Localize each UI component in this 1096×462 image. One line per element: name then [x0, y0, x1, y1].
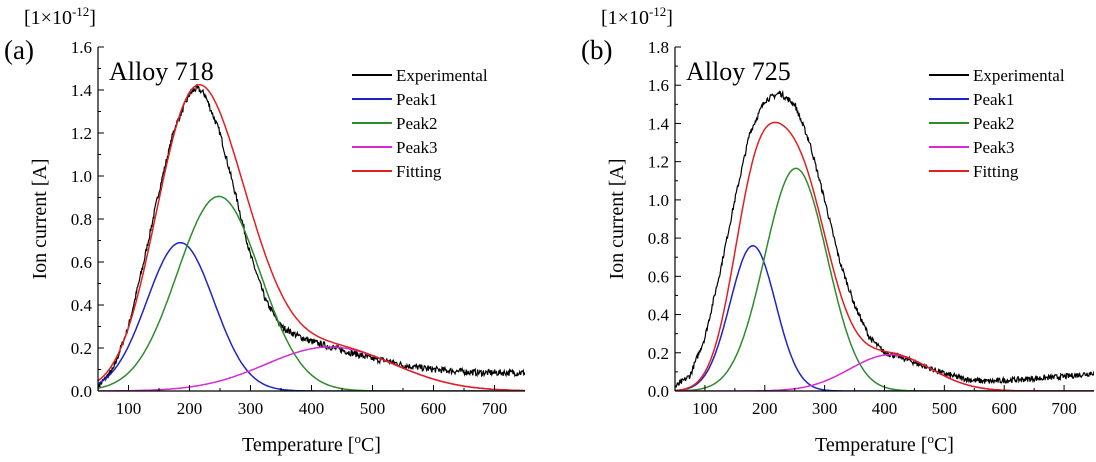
y-tick-label: 0.6: [648, 267, 669, 286]
y-tick-label: 1.2: [71, 124, 92, 143]
plot-area: [675, 89, 1094, 391]
legend-label-peak1: Peak1: [973, 90, 1015, 109]
y-tick-label: 0.8: [71, 210, 92, 229]
x-axis-label-end: C]: [934, 434, 954, 456]
x-tick-label: 500: [932, 399, 958, 418]
x-axis-label: Temperature [oC]: [242, 431, 381, 456]
y-multiplier-close: ]: [666, 7, 673, 29]
y-multiplier: [1×10-12]: [24, 4, 96, 29]
y-tick-label: 0.2: [648, 344, 669, 363]
y-tick-label: 1.2: [648, 153, 669, 172]
y-multiplier-exp: -12: [72, 4, 89, 19]
y-multiplier-base: [1×10: [601, 7, 649, 29]
y-multiplier-base: [1×10: [24, 7, 72, 29]
plot-area: [98, 84, 525, 391]
x-tick-label: 400: [299, 399, 325, 418]
legend: Experimental Peak1 Peak2 Peak3 Fitting: [352, 66, 488, 181]
chart-title: Alloy 718: [109, 57, 214, 86]
series-line-experimental: [98, 84, 525, 390]
x-tick-label: 700: [482, 399, 508, 418]
legend-label-peak2: Peak2: [973, 114, 1015, 133]
y-tick-label: 1.8: [648, 38, 669, 57]
panel-label: (a): [4, 35, 34, 65]
y-axis-label: Ion current [A]: [606, 158, 628, 279]
y-multiplier-exp: -12: [649, 4, 666, 19]
y-tick-label: 0.0: [71, 382, 92, 401]
y-tick-label: 0.0: [648, 382, 669, 401]
panel-label: (b): [581, 35, 612, 65]
series-line-peak2: [98, 195, 525, 391]
legend-label-experimental: Experimental: [396, 66, 488, 85]
y-tick-label: 0.8: [648, 229, 669, 248]
legend-label-peak3: Peak3: [973, 138, 1015, 157]
x-axis-label-main: Temperature [: [242, 434, 354, 456]
x-tick-label: 500: [360, 399, 386, 418]
chart-title: Alloy 725: [686, 57, 791, 86]
x-tick-label: 400: [872, 399, 898, 418]
series-line-peak2: [675, 167, 1094, 391]
y-tick-label: 1.0: [71, 167, 92, 186]
x-tick-label: 100: [692, 399, 718, 418]
y-tick-label: 0.6: [71, 253, 92, 272]
series-line-fitting: [98, 84, 525, 391]
x-tick-label: 300: [812, 399, 838, 418]
legend: Experimental Peak1 Peak2 Peak3 Fitting: [929, 66, 1065, 181]
y-tick-label: 1.0: [648, 191, 669, 210]
legend-label-peak3: Peak3: [396, 138, 438, 157]
y-tick-label: 1.4: [648, 114, 670, 133]
x-tick-label: 600: [421, 399, 447, 418]
legend-label-peak1: Peak1: [396, 90, 438, 109]
y-tick-label: 1.4: [71, 81, 93, 100]
y-axis-label: Ion current [A]: [29, 158, 51, 279]
x-tick-label: 100: [116, 399, 142, 418]
series-line-peak1: [675, 245, 1094, 391]
y-tick-label: 0.4: [71, 296, 93, 315]
legend-label-fitting: Fitting: [973, 162, 1019, 181]
y-multiplier-close: ]: [89, 7, 96, 29]
x-axis-label-sup: o: [354, 431, 361, 446]
y-tick-label: 0.2: [71, 339, 92, 358]
legend-label-fitting: Fitting: [396, 162, 442, 181]
x-tick-label: 200: [177, 399, 203, 418]
chart-panel-b: 100 200 300 400 500 600 700 0.0 0.2 0.4 0.6 0.8 1.0 1…: [581, 4, 1094, 456]
y-tick-label: 0.4: [648, 306, 670, 325]
x-tick-label: 700: [1051, 399, 1077, 418]
y-tick-label: 1.6: [648, 76, 669, 95]
x-axis-label: Temperature [oC]: [815, 431, 954, 456]
x-axis-label-main: Temperature [: [815, 434, 927, 456]
series-line-experimental: [675, 89, 1094, 388]
chart-panel-a: 100 200 300 400 500 600 700 0.0 0.2 0.4 0.6 0.8 1.0 1…: [4, 4, 525, 456]
legend-label-peak2: Peak2: [396, 114, 438, 133]
legend-label-experimental: Experimental: [973, 66, 1065, 85]
x-tick-label: 300: [238, 399, 264, 418]
x-tick-label: 200: [752, 399, 778, 418]
y-multiplier: [1×10-12]: [601, 4, 673, 29]
x-axis-label-sup: o: [927, 431, 934, 446]
x-axis-label-end: C]: [361, 434, 381, 456]
y-tick-label: 1.6: [71, 38, 92, 57]
x-tick-label: 600: [991, 399, 1017, 418]
